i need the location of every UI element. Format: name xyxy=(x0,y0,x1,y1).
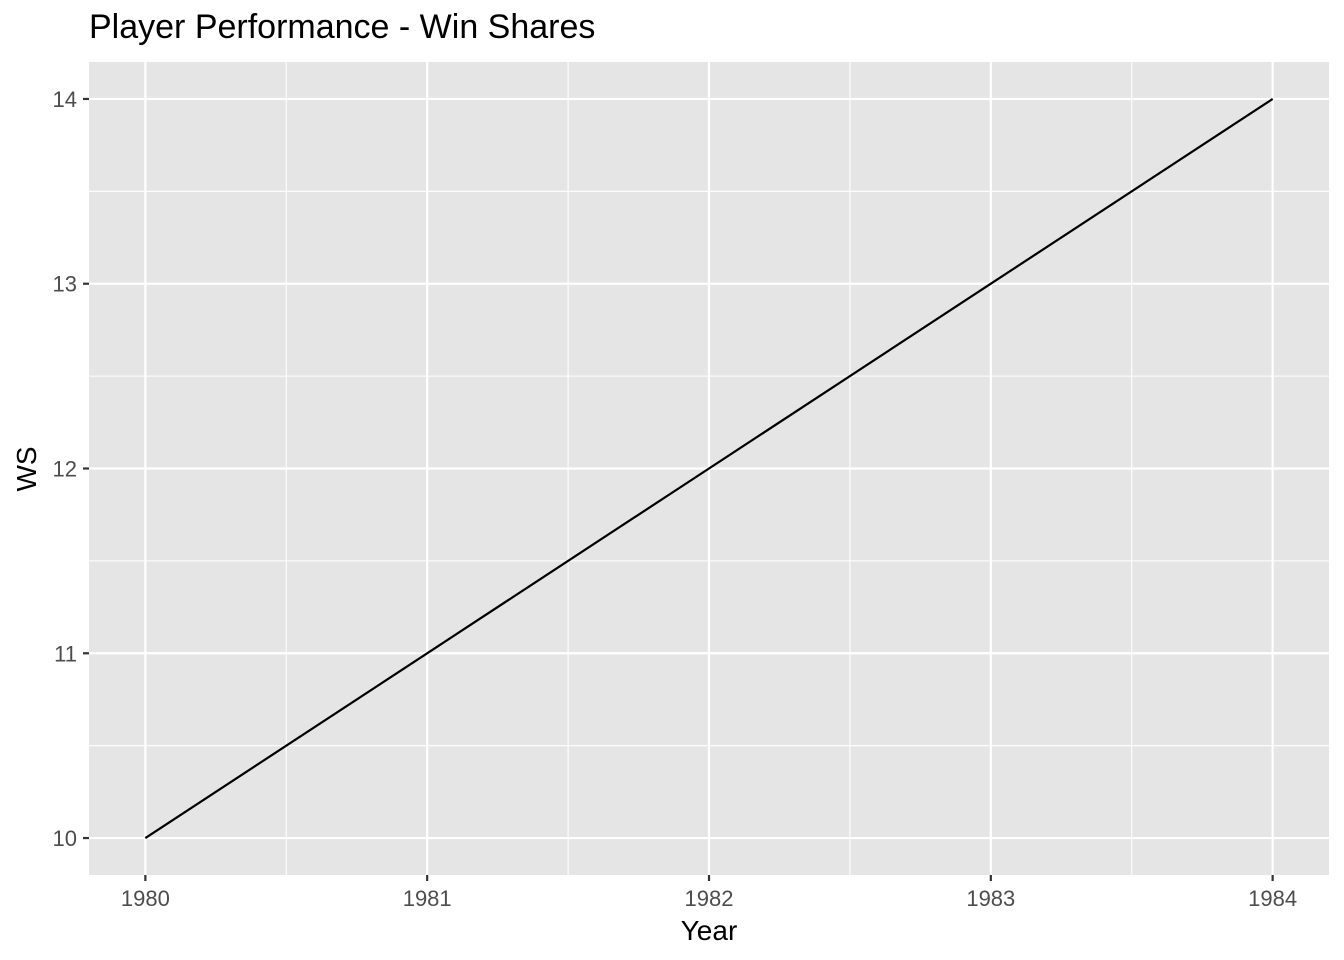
x-tick-label: 1981 xyxy=(403,886,452,911)
y-tick-label: 10 xyxy=(53,826,77,851)
y-tick-label: 14 xyxy=(53,87,77,112)
y-tick-label: 13 xyxy=(53,272,77,297)
x-axis: 1980 1981 1982 1983 1984 xyxy=(121,875,1297,911)
y-axis-title: WS xyxy=(11,446,42,491)
x-tick-label: 1983 xyxy=(966,886,1015,911)
x-tick-label: 1980 xyxy=(121,886,170,911)
major-gridlines-y xyxy=(89,97,1329,840)
x-axis-title: Year xyxy=(681,915,738,946)
y-axis: 10 11 12 13 14 xyxy=(53,87,89,851)
x-tick-label: 1982 xyxy=(685,886,734,911)
series-layer xyxy=(144,98,1274,839)
y-tick-label: 11 xyxy=(54,641,77,666)
chart-title: Player Performance - Win Shares xyxy=(89,8,595,46)
y-tick-label: 12 xyxy=(53,457,77,482)
series-line-ws xyxy=(144,98,1274,839)
x-tick-label: 1984 xyxy=(1248,886,1297,911)
